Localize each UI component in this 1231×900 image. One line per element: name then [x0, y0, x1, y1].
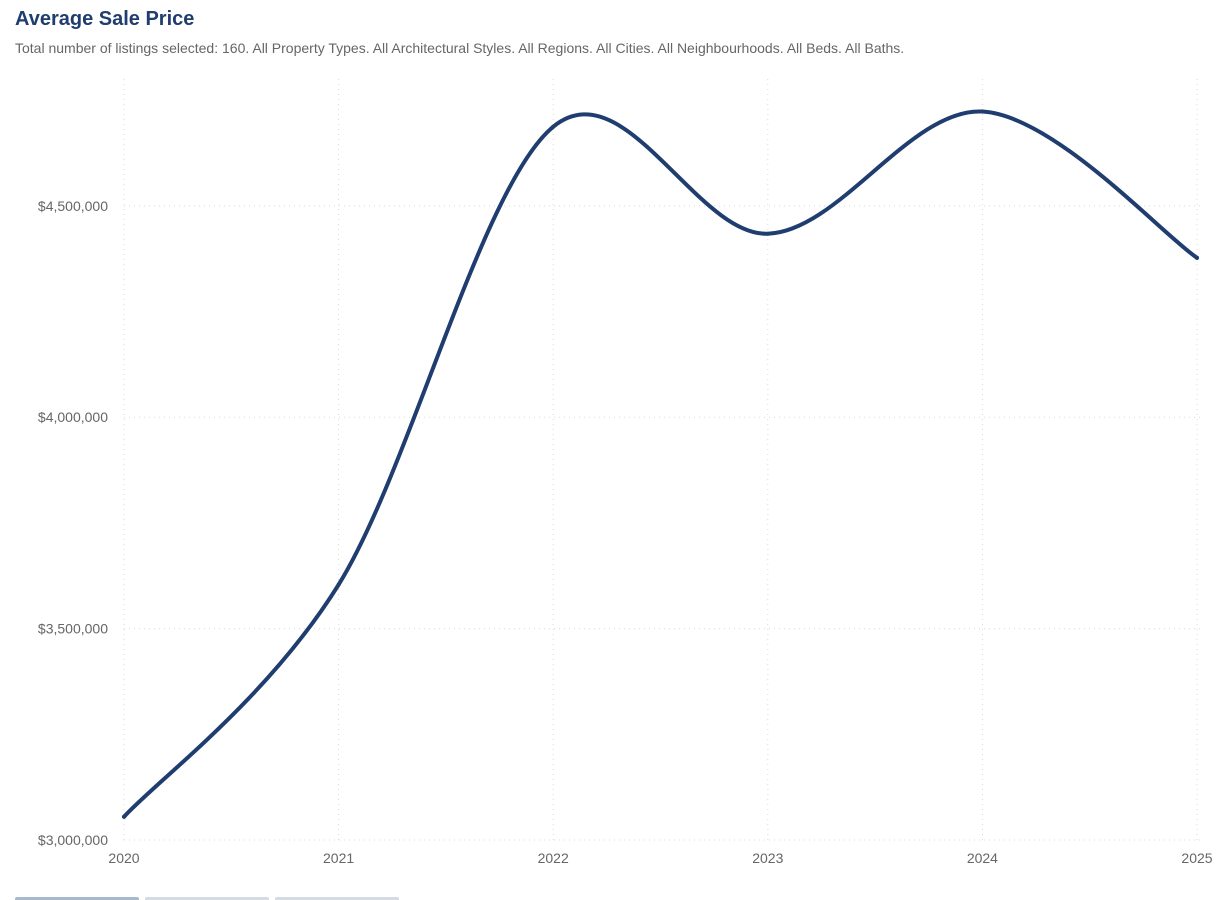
tab-3[interactable]	[275, 897, 399, 900]
data-point[interactable]	[980, 109, 985, 114]
x-tick-label: 2022	[538, 850, 569, 866]
x-tick-label: 2021	[323, 850, 354, 866]
data-point[interactable]	[765, 231, 770, 236]
x-axis-ticks: 2020 2021 2022 2023 2024 2025	[108, 850, 1212, 866]
y-tick-label: $4,000,000	[38, 409, 108, 425]
x-tick-label: 2025	[1181, 850, 1212, 866]
series	[122, 109, 1199, 819]
tab-2[interactable]	[145, 897, 269, 900]
chart-subtitle: Total number of listings selected: 160. …	[15, 40, 905, 56]
grid	[123, 79, 1202, 841]
y-axis-ticks: $3,000,000 $3,500,000 $4,000,000 $4,500,000	[38, 198, 108, 848]
tab-1[interactable]	[15, 897, 139, 900]
data-point[interactable]	[1195, 255, 1199, 260]
data-point[interactable]	[122, 814, 126, 819]
bottom-tabs	[15, 897, 399, 900]
y-tick-label: $3,000,000	[38, 832, 108, 848]
chart-title: Average Sale Price	[15, 8, 195, 30]
x-tick-label: 2024	[967, 850, 998, 866]
series-line	[122, 109, 1199, 819]
y-tick-label: $3,500,000	[38, 621, 108, 637]
data-point[interactable]	[336, 582, 341, 587]
y-tick-label: $4,500,000	[38, 198, 108, 214]
x-tick-label: 2020	[108, 850, 139, 866]
x-tick-label: 2023	[752, 850, 783, 866]
data-point[interactable]	[551, 124, 556, 129]
